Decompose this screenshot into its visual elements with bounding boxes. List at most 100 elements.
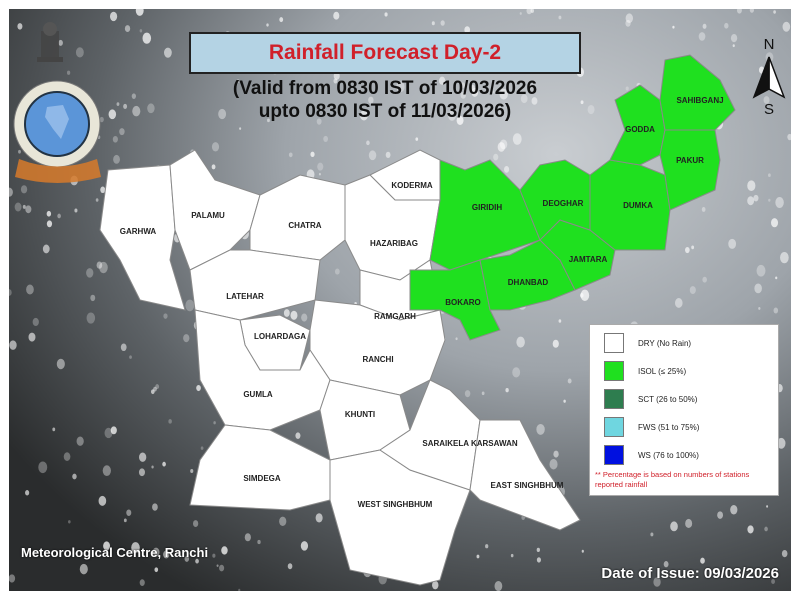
raindrop [536, 423, 545, 435]
raindrop [168, 419, 172, 424]
legend-item-isol: ISOL (≤ 25%) [604, 361, 686, 381]
raindrop [98, 495, 107, 506]
district-label-ranchi: RANCHI [362, 355, 393, 364]
raindrop [777, 437, 786, 449]
legend-swatch [604, 333, 624, 353]
raindrop [28, 332, 36, 342]
raindrop [257, 539, 261, 545]
district-east-singhbhum [469, 419, 581, 531]
raindrop [769, 110, 773, 115]
district-label-jamtara: JAMTARA [569, 255, 608, 264]
issue-date: Date of Issue: 09/03/2026 [601, 565, 779, 582]
raindrop [431, 21, 435, 26]
legend-item-dry: DRY (No Rain) [604, 333, 691, 353]
raindrop [63, 452, 71, 461]
raindrop [72, 473, 77, 480]
district-label-dhanbad: DHANBAD [508, 278, 549, 287]
raindrop [368, 96, 374, 104]
raindrop [9, 187, 13, 197]
raindrop [185, 299, 195, 312]
raindrop [17, 23, 23, 30]
raindrop [717, 511, 724, 519]
raindrop [531, 97, 538, 105]
national-emblem-icon [37, 22, 63, 62]
raindrop [116, 102, 120, 106]
raindrop [685, 247, 690, 254]
raindrop [782, 21, 791, 32]
raindrop [95, 198, 99, 202]
district-latehar [189, 249, 321, 321]
raindrop [152, 547, 160, 557]
raindrop [464, 26, 471, 34]
raindrop [553, 450, 559, 458]
raindrop [536, 557, 541, 563]
north-label: N [764, 36, 775, 53]
raindrop [653, 577, 661, 587]
jharkhand-district-map: GARHWA PALAMU CHATRA KODERMA HAZARIBAG LATEHA… [99, 54, 736, 586]
legend-item-sct: SCT (26 to 50%) [604, 389, 697, 409]
raindrop [625, 86, 629, 91]
raindrop [732, 44, 735, 48]
legend-swatch [604, 361, 624, 381]
raindrop [464, 390, 471, 398]
raindrop [670, 521, 678, 532]
raindrop [558, 15, 562, 20]
legend-note: ** Percentage is based on numbers of sta… [595, 470, 750, 489]
raindrop [512, 133, 522, 145]
raindrop [702, 276, 707, 283]
raindrop [691, 245, 695, 250]
raindrop [775, 196, 784, 209]
validity-line-1: (Valid from 0830 IST of 10/03/2026 [232, 78, 538, 99]
raindrop [698, 32, 706, 41]
raindrop [316, 118, 322, 125]
raindrop [552, 339, 559, 348]
district-label-sahibganj: SAHIBGANJ [676, 96, 723, 105]
district-label-giridih: GIRIDIH [472, 203, 502, 212]
raindrop [86, 312, 96, 324]
raindrop [685, 518, 693, 529]
raindrop [549, 458, 558, 470]
legend-label: DRY (No Rain) [638, 338, 692, 348]
district-label-east-singhbhum: EAST SINGHBHUM [491, 481, 564, 490]
raindrop [563, 399, 566, 403]
raindrop [455, 337, 458, 341]
raindrop [46, 210, 52, 217]
raindrop [323, 135, 329, 142]
raindrop [318, 172, 321, 176]
raindrop [700, 557, 705, 564]
raindrop [385, 151, 391, 159]
raindrop [75, 47, 84, 58]
raindrop [499, 88, 508, 100]
raindrop [460, 91, 466, 99]
raindrop [702, 23, 707, 29]
district-label-chatra: CHATRA [288, 221, 321, 230]
raindrop [504, 166, 510, 173]
raindrop [216, 564, 219, 567]
raindrop [104, 427, 113, 439]
raindrop [580, 100, 584, 105]
raindrop [9, 340, 17, 350]
legend-label: FWS (51 to 75%) [638, 422, 700, 432]
raindrop [236, 79, 240, 83]
raindrop [771, 578, 775, 584]
south-label: S [764, 101, 774, 118]
raindrop [18, 149, 21, 154]
raindrop [152, 503, 158, 511]
raindrop [536, 547, 540, 553]
raindrop [124, 25, 131, 33]
raindrop [512, 367, 521, 378]
raindrop [129, 355, 132, 359]
raindrop [567, 378, 572, 384]
raindrop [587, 104, 595, 115]
raindrop [267, 118, 270, 123]
raindrop [196, 384, 201, 392]
raindrop [747, 180, 756, 192]
raindrop [25, 490, 30, 496]
raindrop [471, 88, 479, 97]
raindrop [440, 20, 445, 26]
raindrop [244, 533, 251, 542]
raindrop [211, 142, 220, 152]
raindrop [625, 13, 634, 24]
raindrop [315, 513, 323, 523]
raindrop [102, 465, 111, 477]
